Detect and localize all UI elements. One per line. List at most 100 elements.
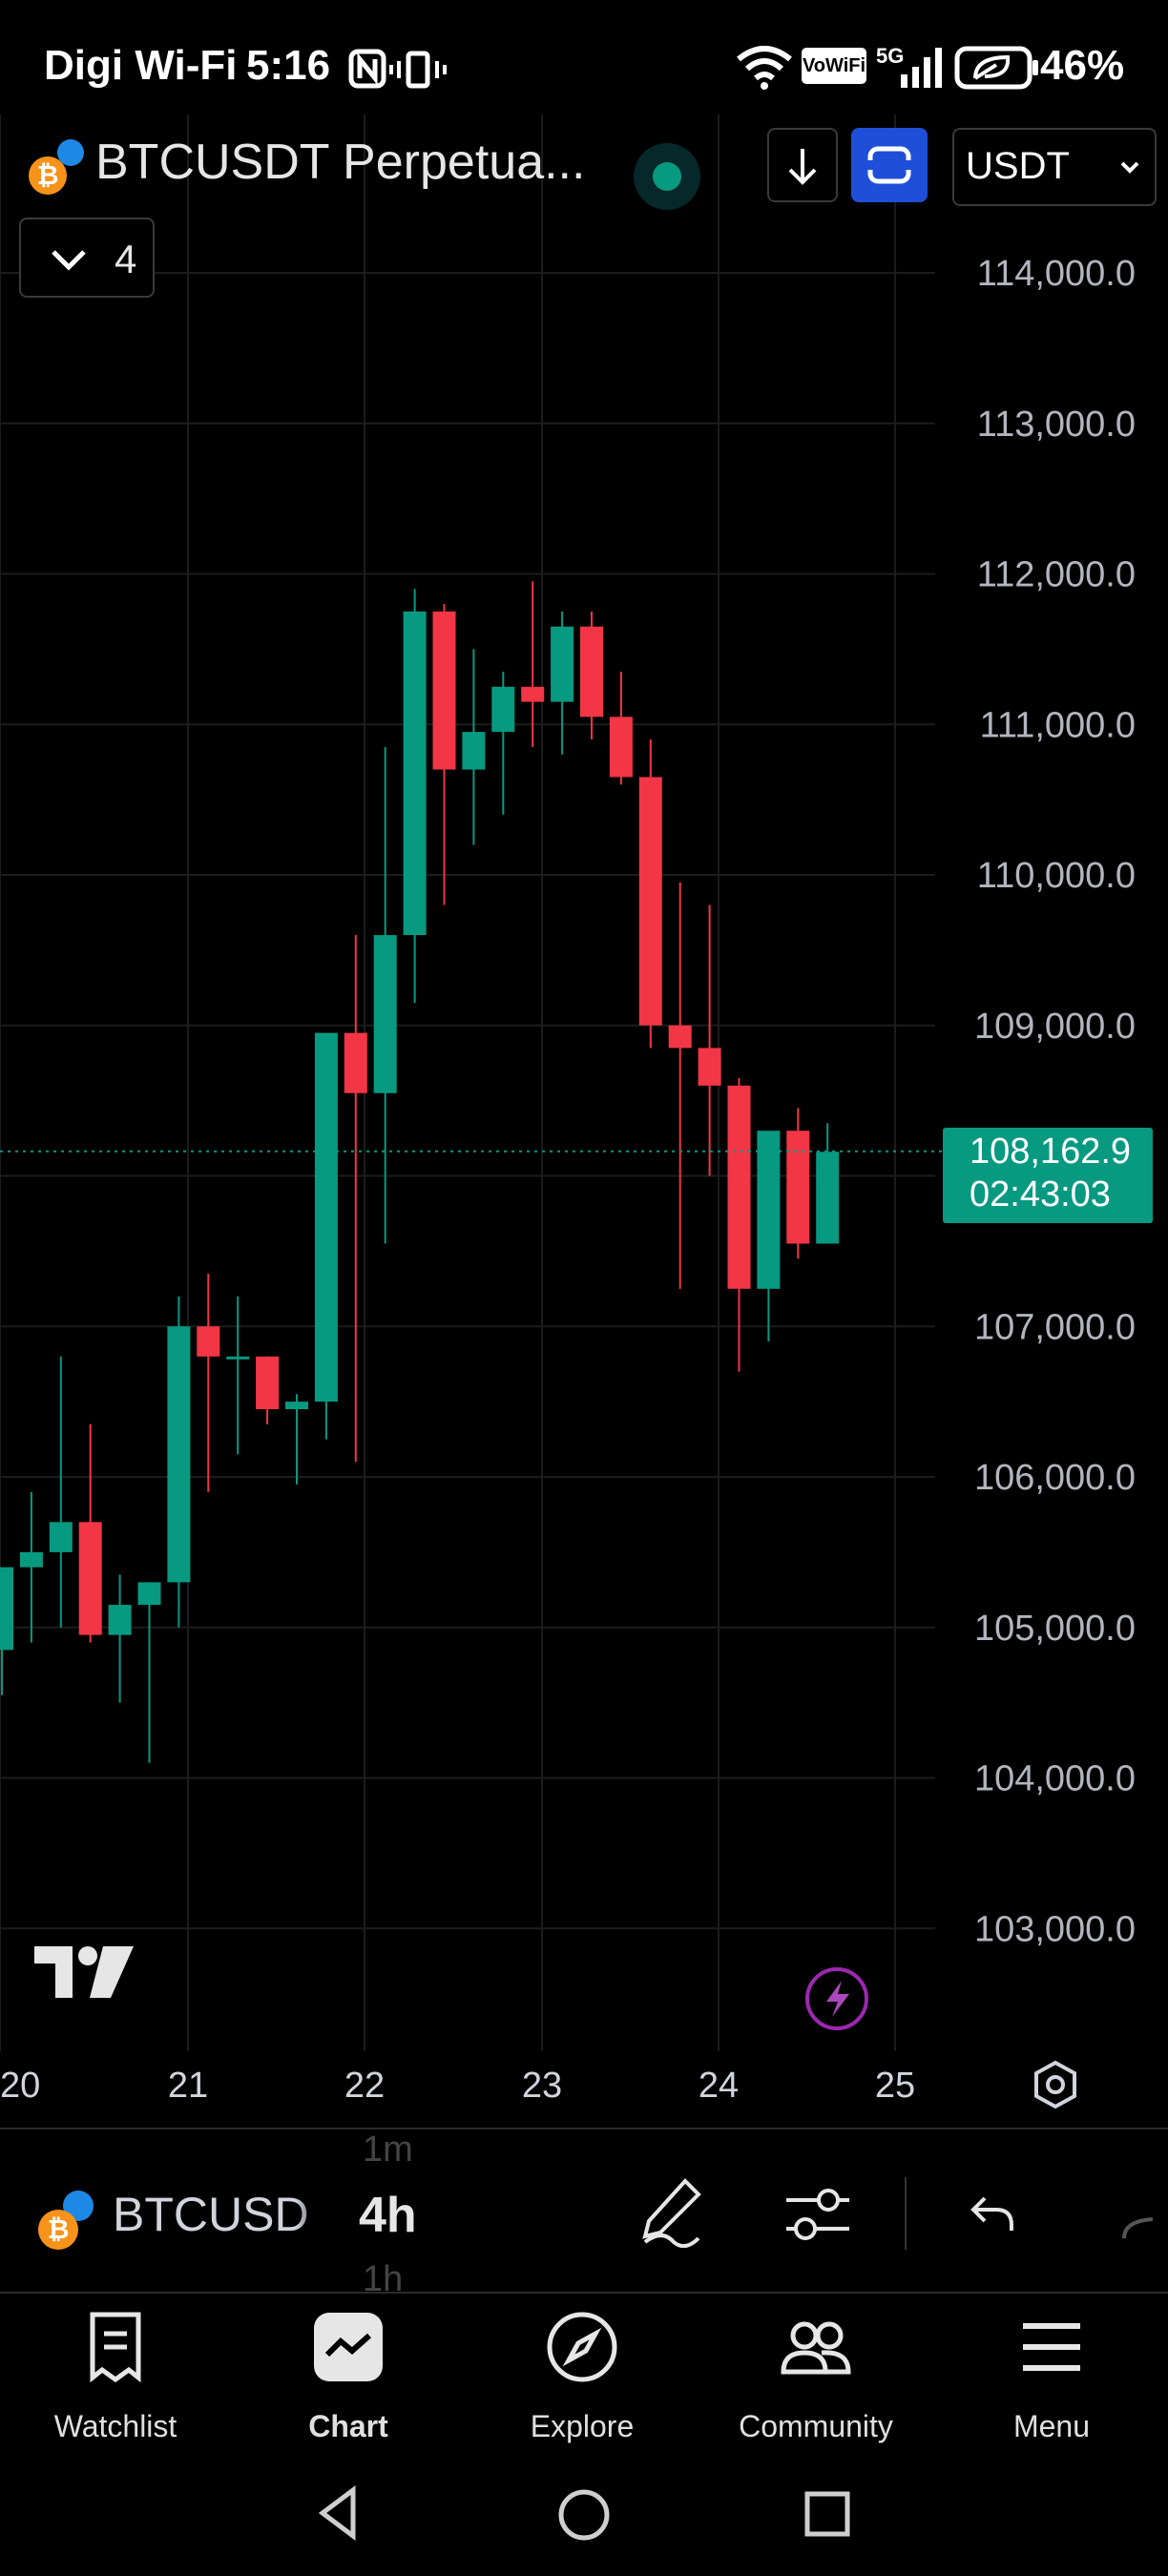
candle — [786, 1108, 810, 1259]
candle — [551, 611, 574, 755]
candles — [0, 581, 840, 1763]
nav-community[interactable]: Community — [711, 2299, 921, 2462]
candle-body — [462, 732, 486, 770]
nav-label: Watchlist — [53, 2409, 177, 2443]
nav-label: Chart — [308, 2409, 388, 2443]
interval-next[interactable]: 1h — [363, 2259, 404, 2299]
candle — [285, 1394, 308, 1485]
candle — [816, 1123, 840, 1244]
download-button[interactable] — [767, 128, 838, 202]
redo-icon[interactable] — [1120, 2206, 1168, 2244]
candle — [521, 581, 545, 747]
chart-settings-icon[interactable] — [1031, 2059, 1080, 2112]
chevron-down-icon — [52, 250, 86, 271]
candle — [638, 739, 662, 1049]
toolbar-divider — [0, 2128, 1168, 2129]
lightning-icon — [826, 1981, 849, 2017]
vowifi-icon: VoWiFi — [802, 48, 866, 84]
candle — [167, 1296, 191, 1628]
toolbar-separator — [905, 2177, 907, 2250]
candle — [344, 935, 367, 1463]
interval-prev[interactable]: 1m — [363, 2129, 413, 2170]
indicators-settings-icon[interactable] — [782, 2183, 853, 2246]
candle-body — [108, 1605, 132, 1635]
candle-body — [373, 935, 397, 1093]
clock: 5:16 — [246, 42, 331, 89]
candle — [226, 1296, 250, 1455]
candle-body — [757, 1131, 781, 1289]
nav-explore[interactable]: Explore — [477, 2299, 687, 2462]
nav-chart[interactable]: Chart — [243, 2299, 453, 2462]
candle-body — [78, 1522, 102, 1635]
interval-selector[interactable]: 4h — [359, 2188, 417, 2243]
candle — [78, 1423, 102, 1643]
draw-pencil-icon[interactable] — [639, 2175, 706, 2248]
date-tick-label: 21 — [168, 2066, 208, 2106]
price-tick-label: 107,000.0 — [974, 1307, 1136, 1347]
nav-watchlist[interactable]: Watchlist — [10, 2299, 220, 2462]
symbol-title[interactable]: BTCUSDT Perpetua... — [95, 135, 586, 190]
chevron-down-icon — [1120, 161, 1139, 174]
back-icon[interactable] — [315, 2484, 363, 2542]
candle — [727, 1077, 751, 1372]
status-bar: Digi Wi-Fi 5:16 VoWiFi 5G 46% — [0, 0, 1168, 134]
price-tick-label: 110,000.0 — [977, 856, 1136, 896]
menu-icon — [1023, 2323, 1080, 2371]
candle — [491, 672, 515, 815]
candle-body — [403, 611, 427, 936]
candle-body — [285, 1402, 308, 1410]
price-tick-label: 104,000.0 — [974, 1759, 1136, 1799]
5g-label: 5G — [876, 44, 905, 68]
battery-percent: 46% — [1040, 42, 1125, 89]
last-price-value: 108,162.9 — [970, 1132, 1132, 1172]
candle — [580, 611, 603, 740]
candle-body — [491, 686, 515, 733]
wifi-icon — [737, 46, 792, 90]
home-icon[interactable] — [555, 2486, 613, 2544]
recents-icon[interactable] — [803, 2490, 851, 2538]
nav-label: Community — [739, 2409, 893, 2443]
candle — [108, 1574, 132, 1703]
candle-body — [49, 1522, 73, 1552]
compass-icon — [547, 2312, 617, 2382]
candle-body — [727, 1085, 751, 1289]
date-tick-label: 24 — [699, 2066, 739, 2106]
last-price-label: 108,162.9 02:43:03 — [943, 1128, 1153, 1223]
currency-value: USDT — [966, 145, 1070, 187]
undo-icon[interactable] — [968, 2191, 1019, 2238]
toolbar-symbol[interactable]: BTCUSD — [113, 2188, 309, 2241]
candle — [49, 1356, 73, 1628]
candle-body — [551, 626, 574, 702]
candle — [256, 1356, 280, 1424]
candle-body — [344, 1032, 367, 1093]
candle — [609, 672, 633, 785]
date-tick-label: 22 — [344, 2066, 385, 2106]
candle-body — [19, 1551, 43, 1568]
currency-select[interactable]: USDT — [952, 128, 1157, 206]
nav-menu[interactable]: Menu — [947, 2299, 1157, 2462]
candle-body — [226, 1356, 250, 1360]
fullscreen-button[interactable] — [851, 128, 928, 202]
candle — [462, 649, 486, 845]
arrow-down-icon — [788, 149, 817, 185]
price-chart[interactable]: 114,000.0 113,000.0 112,000.0 111,000.0 110,… — [0, 0, 1168, 2128]
price-axis: 114,000.0 113,000.0 112,000.0 111,000.0 110,… — [974, 254, 1136, 1949]
date-tick-label: 23 — [522, 2066, 562, 2106]
market-status-indicator[interactable] — [634, 143, 700, 210]
candle-body — [197, 1326, 220, 1357]
candle-body — [638, 777, 662, 1026]
candle — [698, 904, 721, 1176]
lightning-button[interactable] — [805, 1967, 868, 2030]
candle-body — [167, 1326, 191, 1583]
nav-label: Menu — [1012, 2409, 1091, 2443]
signal-icon — [901, 48, 942, 88]
nav-divider — [0, 2292, 1168, 2294]
nfc-vibrate-icons — [348, 49, 447, 89]
symbol-coin-icon: ₿ — [29, 139, 84, 195]
chart-grid — [0, 114, 935, 2051]
candle-body — [314, 1032, 338, 1402]
tradingview-logo-icon — [34, 1946, 134, 1998]
carrier-label: Digi Wi-Fi — [44, 42, 238, 89]
time-axis: 20 21 22 23 24 25 — [0, 2066, 915, 2106]
indicators-toggle[interactable]: 4 — [19, 218, 155, 298]
